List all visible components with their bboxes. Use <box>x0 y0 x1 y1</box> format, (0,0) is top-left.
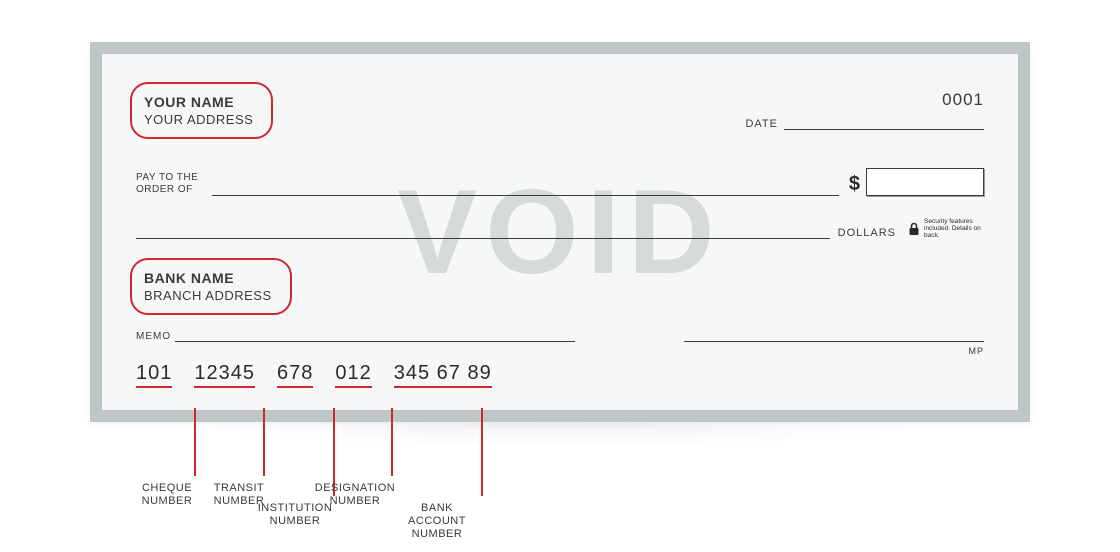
lock-icon <box>908 222 920 236</box>
memo-label: MEMO <box>136 331 171 342</box>
dollars-row: DOLLARS Security features included. Deta… <box>136 218 984 239</box>
cheque-inner: VOID YOUR NAME YOUR ADDRESS 0001 DATE PA… <box>108 60 1012 404</box>
micr-group: 345 67 89 <box>394 362 492 388</box>
mp-label: MP <box>969 346 985 356</box>
date-line <box>784 118 984 130</box>
micr-group: 12345 <box>194 362 255 388</box>
bank-box: BANK NAME BRANCH ADDRESS <box>130 258 292 315</box>
callout-label: BANK ACCOUNTNUMBER <box>392 502 482 541</box>
pay-to-label: PAY TO THE ORDER OF <box>136 172 206 196</box>
callout-line <box>481 408 483 496</box>
security-text: Security features included. Details on b… <box>924 218 984 239</box>
payee-line <box>212 184 839 196</box>
date-row: DATE <box>745 118 984 130</box>
holder-name: YOUR NAME <box>144 94 253 110</box>
callout-line <box>391 408 393 476</box>
amount-words-line <box>136 227 830 239</box>
memo-line <box>175 330 575 342</box>
callout-line <box>194 408 196 476</box>
micr-group: 101 <box>136 362 172 388</box>
dollars-label: DOLLARS <box>838 227 896 239</box>
micr-group: 678 <box>277 362 313 388</box>
cheque-number: 0001 <box>942 90 984 110</box>
date-label: DATE <box>745 118 778 130</box>
holder-address: YOUR ADDRESS <box>144 112 253 127</box>
callout-label: DESIGNATIONNUMBER <box>310 482 400 508</box>
dollar-symbol: $ <box>849 173 860 196</box>
bank-name: BANK NAME <box>144 270 272 286</box>
branch-address: BRANCH ADDRESS <box>144 288 272 303</box>
micr-group: 012 <box>335 362 371 388</box>
cheque-container: VOID YOUR NAME YOUR ADDRESS 0001 DATE PA… <box>90 42 1030 422</box>
callout-line <box>263 408 265 476</box>
callouts-layer: CHEQUENUMBERTRANSITNUMBERINSTITUTIONNUMB… <box>90 422 1030 542</box>
security-badge: Security features included. Details on b… <box>908 218 984 239</box>
micr-row: 101 12345 678 012 345 67 89 <box>136 362 492 388</box>
amount-box <box>866 168 984 196</box>
signature-line <box>684 330 984 342</box>
account-holder-box: YOUR NAME YOUR ADDRESS <box>130 82 273 139</box>
pay-to-row: PAY TO THE ORDER OF $ <box>136 168 984 196</box>
